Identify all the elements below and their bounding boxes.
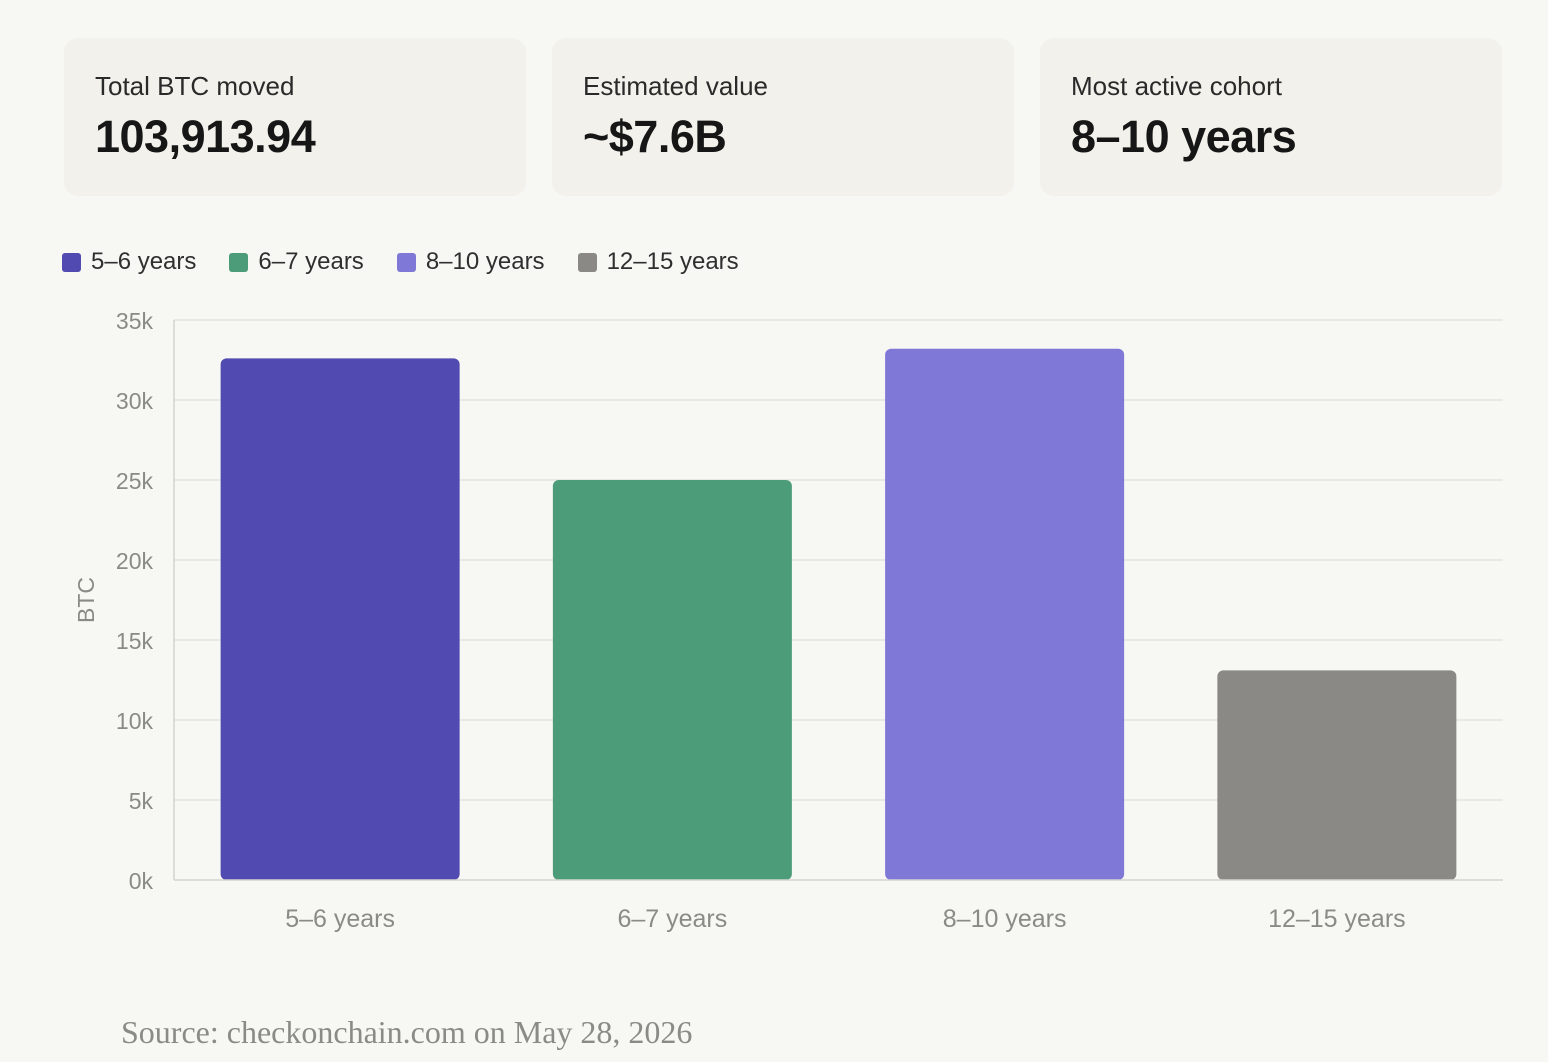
stat-label: Most active cohort bbox=[1071, 71, 1282, 101]
legend-label: 6–7 years bbox=[258, 248, 364, 275]
stat-card-total-btc: Total BTC moved 103,913.94 bbox=[64, 38, 526, 196]
stats-row: Total BTC moved 103,913.94 Estimated val… bbox=[64, 38, 1502, 196]
y-tick-label: 15k bbox=[116, 628, 154, 654]
legend-swatch bbox=[229, 252, 249, 272]
legend-label: 12–15 years bbox=[606, 248, 739, 275]
legend-swatch bbox=[577, 252, 597, 272]
chart-legend: 5–6 years 6–7 years 8–10 years 12–15 years bbox=[62, 246, 772, 278]
y-tick-label: 0k bbox=[129, 868, 154, 894]
x-tick-label: 6–7 years bbox=[617, 905, 727, 933]
bar[interactable] bbox=[552, 480, 792, 880]
y-tick-label: 35k bbox=[116, 308, 154, 334]
stat-value: ~$7.6B bbox=[583, 111, 727, 162]
y-tick-label: 20k bbox=[116, 548, 154, 574]
stat-label: Total BTC moved bbox=[95, 71, 295, 101]
y-tick-label: 25k bbox=[116, 468, 154, 494]
bar-chart: 0k 5k 10k 15k 20k 25k 30k 35k BTC 5–6 years 6–7 ye… bbox=[73, 308, 1503, 933]
legend-swatch bbox=[62, 252, 81, 272]
x-tick-label: 12–15 years bbox=[1268, 905, 1406, 933]
legend-item[interactable]: 6–7 years bbox=[229, 247, 364, 277]
y-tick-label: 10k bbox=[116, 708, 154, 734]
legend-label: 8–10 years bbox=[425, 248, 545, 275]
stat-label: Estimated value bbox=[583, 71, 768, 101]
legend-swatch bbox=[396, 252, 416, 272]
x-tick-label: 8–10 years bbox=[943, 905, 1067, 933]
stat-value: 103,913.94 bbox=[95, 111, 316, 162]
bar[interactable] bbox=[885, 348, 1125, 880]
legend-item[interactable]: 5–6 years bbox=[62, 247, 196, 277]
bar[interactable] bbox=[1217, 670, 1457, 880]
y-axis-title: BTC bbox=[73, 577, 99, 623]
x-tick-label: 5–6 years bbox=[285, 905, 395, 933]
y-tick-label: 5k bbox=[129, 788, 154, 814]
y-tick-label: 30k bbox=[116, 388, 154, 414]
legend-item[interactable]: 8–10 years bbox=[396, 247, 545, 277]
bar[interactable] bbox=[220, 358, 460, 880]
legend-label: 5–6 years bbox=[91, 248, 197, 275]
legend-item[interactable]: 12–15 years bbox=[577, 247, 739, 277]
source-note: Source: checkonchain.com on May 28, 2026 bbox=[121, 1014, 693, 1050]
stat-card-most-active-cohort: Most active cohort 8–10 years bbox=[1040, 38, 1502, 196]
stat-card-estimated-value: Estimated value ~$7.6B bbox=[552, 38, 1014, 196]
stat-value: 8–10 years bbox=[1071, 111, 1297, 162]
